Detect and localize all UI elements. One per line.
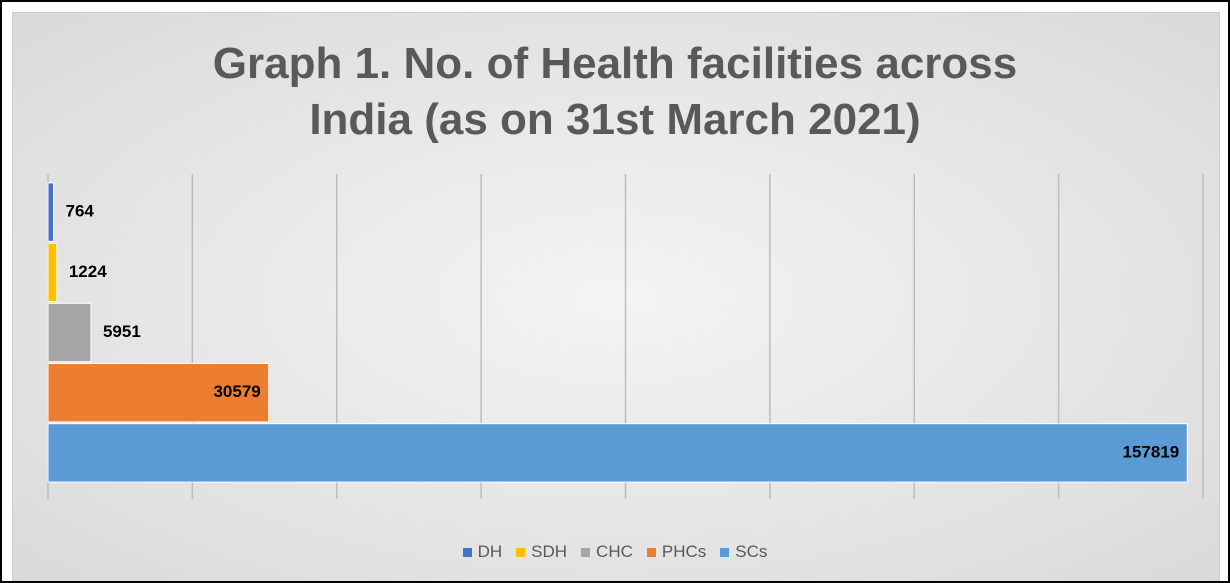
legend: DH SDH CHC PHCs SCs xyxy=(2,542,1228,562)
legend-swatch xyxy=(720,547,730,557)
legend-label: DH xyxy=(477,542,503,561)
legend-swatch xyxy=(646,547,656,557)
data-label: 30579 xyxy=(213,382,260,401)
bar xyxy=(47,423,1188,483)
legend-swatch xyxy=(581,547,591,557)
legend-swatch xyxy=(516,547,526,557)
legend-label: SCs xyxy=(735,542,768,561)
bar xyxy=(47,242,58,302)
data-label: 764 xyxy=(66,202,95,221)
data-label: 157819 xyxy=(1123,442,1180,461)
legend-swatch xyxy=(462,547,472,557)
legend-item: DH xyxy=(462,542,503,562)
legend-item: PHCs xyxy=(646,542,707,562)
bar xyxy=(47,363,270,423)
chart-title: Graph 1. No. of Health facilities across… xyxy=(212,39,1018,144)
bar xyxy=(47,302,92,363)
legend-item: CHC xyxy=(581,542,633,562)
legend-label: PHCs xyxy=(661,542,707,561)
data-label: 1224 xyxy=(69,262,107,281)
plot-background xyxy=(12,12,1220,581)
legend-label: SDH xyxy=(531,542,568,561)
legend-item: SCs xyxy=(720,542,767,562)
bar xyxy=(47,182,55,242)
legend-item: SDH xyxy=(516,542,567,562)
legend-label: CHC xyxy=(596,542,633,561)
data-label: 5951 xyxy=(103,322,141,341)
